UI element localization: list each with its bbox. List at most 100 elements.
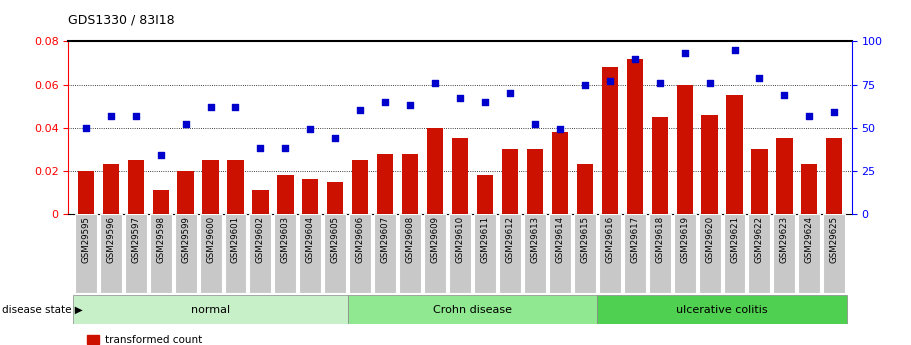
Text: GSM29618: GSM29618 bbox=[655, 216, 664, 263]
Bar bbox=[699, 214, 721, 293]
Bar bbox=[527, 149, 543, 214]
Point bbox=[378, 99, 393, 105]
Bar bbox=[274, 214, 296, 293]
Point bbox=[179, 121, 193, 127]
Bar bbox=[77, 171, 94, 214]
Bar bbox=[826, 138, 843, 214]
Bar bbox=[502, 149, 518, 214]
Bar bbox=[100, 214, 122, 293]
Bar bbox=[152, 190, 169, 214]
Bar bbox=[474, 214, 496, 293]
Text: GDS1330 / 83I18: GDS1330 / 83I18 bbox=[68, 14, 175, 27]
Point bbox=[802, 113, 816, 118]
Point bbox=[253, 146, 268, 151]
Bar bbox=[302, 179, 319, 214]
Text: GSM29608: GSM29608 bbox=[405, 216, 415, 263]
Bar bbox=[577, 164, 593, 214]
Bar bbox=[377, 154, 394, 214]
Point bbox=[278, 146, 292, 151]
Bar bbox=[624, 214, 646, 293]
Bar bbox=[599, 214, 620, 293]
Bar bbox=[649, 214, 670, 293]
Bar bbox=[651, 117, 668, 214]
Text: normal: normal bbox=[191, 305, 230, 315]
Point bbox=[578, 82, 592, 87]
Bar bbox=[427, 128, 444, 214]
Bar bbox=[601, 67, 618, 214]
Point bbox=[453, 96, 467, 101]
Bar bbox=[824, 214, 845, 293]
Point bbox=[827, 109, 842, 115]
Bar bbox=[200, 214, 221, 293]
Bar bbox=[773, 214, 795, 293]
Point bbox=[752, 75, 767, 80]
Text: GSM29613: GSM29613 bbox=[530, 216, 539, 263]
Bar bbox=[802, 164, 817, 214]
Point bbox=[403, 102, 417, 108]
Bar bbox=[552, 132, 568, 214]
Text: GSM29609: GSM29609 bbox=[431, 216, 440, 263]
Text: GSM29614: GSM29614 bbox=[556, 216, 564, 263]
Text: GSM29606: GSM29606 bbox=[356, 216, 364, 263]
Text: GSM29601: GSM29601 bbox=[231, 216, 240, 263]
Text: GSM29599: GSM29599 bbox=[181, 216, 190, 263]
Bar bbox=[701, 115, 718, 214]
Text: GSM29612: GSM29612 bbox=[506, 216, 515, 263]
Bar bbox=[228, 160, 243, 214]
Point bbox=[78, 125, 93, 130]
Text: GSM29617: GSM29617 bbox=[630, 216, 640, 263]
Point bbox=[353, 108, 367, 113]
Bar bbox=[202, 160, 219, 214]
Text: GSM29624: GSM29624 bbox=[804, 216, 814, 263]
Text: GSM29619: GSM29619 bbox=[681, 216, 689, 263]
Bar bbox=[178, 171, 194, 214]
Point bbox=[702, 80, 717, 86]
Point bbox=[104, 113, 118, 118]
Text: GSM29595: GSM29595 bbox=[81, 216, 90, 263]
Bar bbox=[752, 149, 768, 214]
Bar bbox=[175, 214, 197, 293]
Text: GSM29620: GSM29620 bbox=[705, 216, 714, 263]
Bar bbox=[499, 214, 521, 293]
Bar bbox=[524, 214, 546, 293]
Text: GSM29598: GSM29598 bbox=[156, 216, 165, 263]
Bar bbox=[103, 164, 118, 214]
Bar bbox=[149, 214, 171, 293]
Point bbox=[477, 99, 492, 105]
Bar bbox=[75, 214, 97, 293]
Point bbox=[677, 51, 691, 56]
Bar bbox=[598, 295, 847, 324]
Legend: transformed count, percentile rank within the sample: transformed count, percentile rank withi… bbox=[83, 331, 284, 345]
Bar bbox=[277, 175, 293, 214]
Bar bbox=[549, 214, 571, 293]
Bar bbox=[776, 138, 793, 214]
Text: GSM29602: GSM29602 bbox=[256, 216, 265, 263]
Point bbox=[128, 113, 143, 118]
Text: Crohn disease: Crohn disease bbox=[433, 305, 512, 315]
Text: GSM29621: GSM29621 bbox=[730, 216, 739, 263]
Point bbox=[652, 80, 667, 86]
Bar bbox=[349, 214, 371, 293]
Bar bbox=[425, 214, 446, 293]
Bar bbox=[749, 214, 771, 293]
Bar bbox=[324, 214, 346, 293]
Point bbox=[328, 135, 343, 141]
Point bbox=[503, 90, 517, 96]
Text: GSM29611: GSM29611 bbox=[480, 216, 489, 263]
Point bbox=[602, 78, 617, 84]
Text: GSM29603: GSM29603 bbox=[281, 216, 290, 263]
Point bbox=[428, 80, 443, 86]
Point bbox=[777, 92, 792, 98]
Bar bbox=[399, 214, 421, 293]
Point bbox=[527, 121, 542, 127]
Text: GSM29625: GSM29625 bbox=[830, 216, 839, 263]
Bar bbox=[224, 214, 247, 293]
Point bbox=[203, 104, 218, 110]
Text: GSM29607: GSM29607 bbox=[381, 216, 390, 263]
Point bbox=[153, 152, 168, 158]
Text: GSM29605: GSM29605 bbox=[331, 216, 340, 263]
Text: GSM29597: GSM29597 bbox=[131, 216, 140, 263]
Text: GSM29622: GSM29622 bbox=[755, 216, 764, 263]
Bar bbox=[723, 214, 745, 293]
Bar bbox=[73, 295, 348, 324]
